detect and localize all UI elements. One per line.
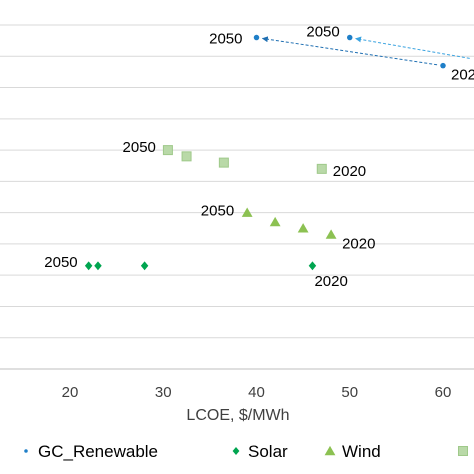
data-point <box>218 157 229 168</box>
data-point <box>84 261 93 271</box>
x-tick-label: 30 <box>155 384 172 401</box>
trend-arrows <box>261 36 470 66</box>
data-label: 2050 <box>306 24 339 41</box>
legend-marker <box>232 447 240 455</box>
data-point <box>140 261 149 271</box>
legend-marker <box>324 445 336 456</box>
data-point <box>162 145 173 156</box>
data-label: 2020 <box>314 273 347 290</box>
data-point <box>440 62 446 69</box>
legend: GC_Renewable Solar Wind <box>24 442 468 461</box>
data-point <box>347 34 353 41</box>
legend-item: GC_Renewable <box>24 442 158 461</box>
x-axis-title: LCOE, $/MWh <box>186 407 289 424</box>
data-label: 2050 <box>209 31 242 48</box>
x-tick-label: 50 <box>341 384 358 401</box>
data-point <box>269 216 281 227</box>
data-label: 2020 <box>333 163 366 180</box>
legend-item: Wind <box>324 442 381 461</box>
data-point <box>308 261 317 271</box>
trend-arrow <box>355 36 470 59</box>
legend-label: Wind <box>342 442 381 461</box>
point-labels: 2050 2050 2020 2050 2020 2050 2020 2050 2020 <box>44 24 474 290</box>
data-label: 2050 <box>123 139 156 156</box>
data-label: 2050 <box>44 254 77 271</box>
legend-marker <box>24 449 28 453</box>
x-tick-label: 40 <box>248 384 265 401</box>
data-point <box>325 229 337 239</box>
legend-label: Solar <box>248 442 288 461</box>
legend-item: Solar <box>232 442 288 461</box>
data-point <box>181 151 192 162</box>
data-label: 2020 <box>342 236 375 253</box>
data-label: 2020 <box>451 67 474 84</box>
data-point <box>297 223 309 233</box>
x-tick-label: 20 <box>62 384 79 401</box>
data-point <box>94 261 102 271</box>
legend-item <box>458 446 468 456</box>
legend-label: GC_Renewable <box>38 442 158 461</box>
data-points <box>84 34 446 271</box>
data-point <box>316 163 327 174</box>
data-point <box>241 207 253 217</box>
legend-marker <box>458 446 468 456</box>
data-point <box>253 34 260 41</box>
gridlines <box>0 24 474 339</box>
x-tick-labels: 20 30 40 50 60 <box>62 384 452 401</box>
x-tick-label: 60 <box>435 384 452 401</box>
trend-arrow <box>261 36 438 66</box>
data-label: 2050 <box>201 203 234 220</box>
